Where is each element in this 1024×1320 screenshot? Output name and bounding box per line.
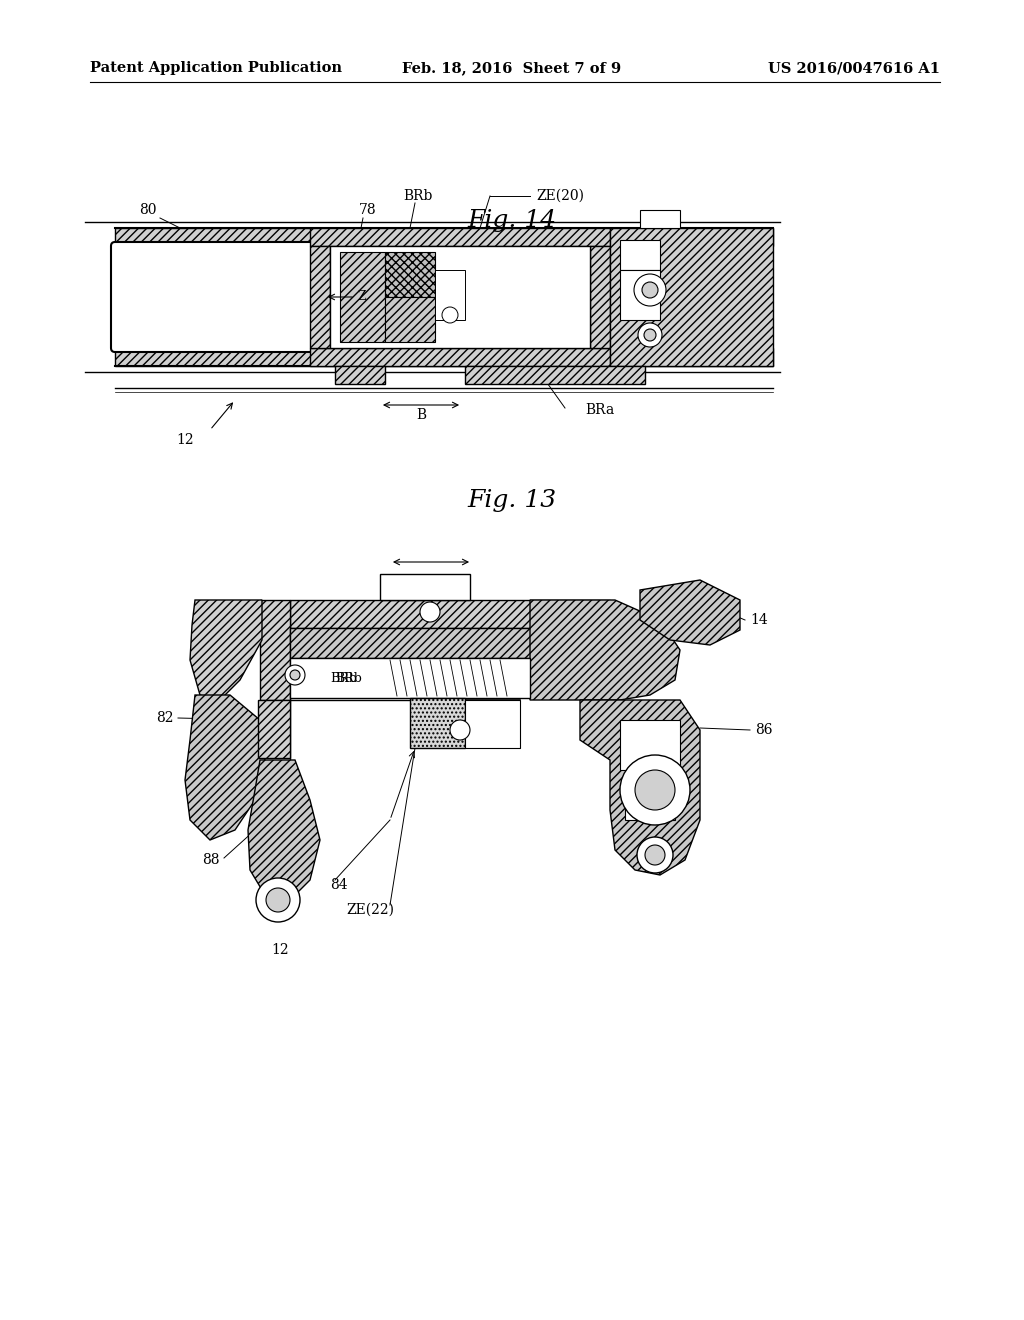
Text: 14: 14: [750, 612, 768, 627]
Bar: [260, 601, 290, 700]
Bar: [115, 228, 773, 246]
Bar: [310, 348, 610, 366]
Polygon shape: [640, 579, 740, 645]
Bar: [620, 271, 660, 319]
Bar: [290, 601, 610, 628]
Polygon shape: [580, 700, 700, 875]
Bar: [115, 348, 773, 366]
Bar: [258, 700, 290, 758]
Circle shape: [290, 671, 300, 680]
Circle shape: [642, 282, 658, 298]
Text: BRb: BRb: [330, 672, 357, 685]
Circle shape: [620, 755, 690, 825]
Text: Fig. 13: Fig. 13: [467, 488, 557, 511]
Circle shape: [420, 602, 440, 622]
Bar: [620, 719, 680, 770]
Circle shape: [285, 665, 305, 685]
Text: 78: 78: [359, 203, 377, 216]
Text: 86: 86: [755, 723, 772, 737]
Bar: [465, 700, 520, 748]
Bar: [385, 297, 435, 342]
Bar: [410, 698, 465, 748]
Bar: [590, 246, 610, 348]
Text: 84: 84: [330, 878, 347, 892]
Circle shape: [634, 275, 666, 306]
Bar: [380, 574, 470, 601]
Bar: [640, 210, 680, 228]
Circle shape: [635, 770, 675, 810]
Text: Fig. 14: Fig. 14: [467, 210, 557, 232]
Circle shape: [256, 878, 300, 921]
Bar: [335, 366, 385, 384]
Text: B: B: [416, 408, 426, 422]
Circle shape: [638, 323, 662, 347]
Text: 12: 12: [271, 942, 289, 957]
Text: BRa: BRa: [586, 403, 614, 417]
Bar: [310, 246, 330, 348]
Text: US 2016/0047616 A1: US 2016/0047616 A1: [768, 61, 940, 75]
Text: Feb. 18, 2016  Sheet 7 of 9: Feb. 18, 2016 Sheet 7 of 9: [402, 61, 622, 75]
Text: 88: 88: [203, 853, 220, 867]
FancyBboxPatch shape: [111, 242, 314, 352]
Text: Z: Z: [357, 290, 367, 304]
Text: BRb: BRb: [335, 672, 361, 685]
Bar: [465, 366, 645, 384]
Bar: [290, 657, 530, 698]
Circle shape: [637, 837, 673, 873]
Bar: [385, 252, 435, 297]
Bar: [115, 246, 773, 348]
Bar: [290, 628, 610, 657]
Text: ZE(22): ZE(22): [346, 903, 394, 917]
Bar: [610, 228, 773, 366]
Polygon shape: [530, 601, 680, 700]
Bar: [340, 252, 385, 342]
Circle shape: [266, 888, 290, 912]
Bar: [620, 240, 660, 271]
Bar: [625, 780, 675, 820]
Bar: [310, 228, 610, 246]
Polygon shape: [248, 760, 319, 900]
Polygon shape: [190, 601, 262, 700]
Circle shape: [442, 308, 458, 323]
Circle shape: [645, 845, 665, 865]
Text: Patent Application Publication: Patent Application Publication: [90, 61, 342, 75]
Text: ZE(20): ZE(20): [536, 189, 584, 203]
Bar: [435, 271, 465, 319]
Text: 82: 82: [157, 711, 174, 725]
Bar: [330, 246, 590, 348]
Text: 12: 12: [176, 433, 194, 447]
Circle shape: [450, 719, 470, 741]
Text: 80: 80: [139, 203, 157, 216]
Polygon shape: [185, 696, 265, 840]
Text: BRb: BRb: [403, 189, 433, 203]
Circle shape: [644, 329, 656, 341]
